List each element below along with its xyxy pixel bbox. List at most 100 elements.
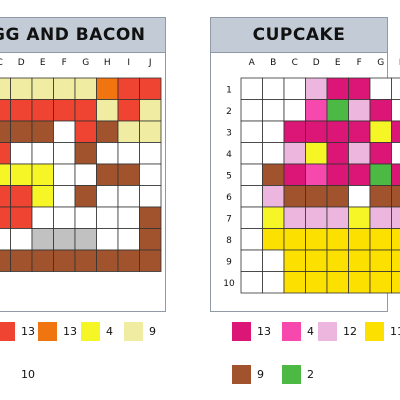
grid-cell[interactable] <box>326 142 349 165</box>
grid-cell[interactable] <box>53 163 76 186</box>
grid-cell[interactable] <box>10 249 33 272</box>
grid-cell[interactable] <box>283 120 306 143</box>
grid-cell[interactable] <box>391 185 400 208</box>
grid-cell[interactable] <box>53 142 76 165</box>
grid-cell[interactable] <box>139 206 162 229</box>
grid-cell[interactable] <box>96 120 119 143</box>
grid-cell[interactable] <box>283 99 306 122</box>
grid-cell[interactable] <box>53 249 76 272</box>
grid-cell[interactable] <box>96 185 119 208</box>
grid-cell[interactable] <box>139 228 162 251</box>
grid-cell[interactable] <box>10 185 33 208</box>
grid-cell[interactable] <box>305 163 328 186</box>
grid-cell[interactable] <box>240 228 263 251</box>
grid-cell[interactable] <box>240 163 263 186</box>
grid-cell[interactable] <box>326 185 349 208</box>
grid-cell[interactable] <box>96 77 119 100</box>
grid-cell[interactable] <box>348 185 371 208</box>
grid-cell[interactable] <box>240 99 263 122</box>
grid-cell[interactable] <box>369 99 392 122</box>
grid-cell[interactable] <box>117 142 140 165</box>
grid-cell[interactable] <box>74 77 97 100</box>
grid-cell[interactable] <box>348 99 371 122</box>
grid-cell[interactable] <box>262 185 285 208</box>
grid-cell[interactable] <box>391 99 400 122</box>
grid-cell[interactable] <box>0 99 11 122</box>
grid-cell[interactable] <box>262 163 285 186</box>
grid-cell[interactable] <box>305 206 328 229</box>
grid-cell[interactable] <box>74 120 97 143</box>
grid-cell[interactable] <box>74 99 97 122</box>
grid-cell[interactable] <box>139 185 162 208</box>
grid-cell[interactable] <box>31 142 54 165</box>
grid-cell[interactable] <box>240 185 263 208</box>
grid-cell[interactable] <box>348 120 371 143</box>
grid-cell[interactable] <box>369 120 392 143</box>
grid-cell[interactable] <box>139 77 162 100</box>
grid-cell[interactable] <box>0 185 11 208</box>
grid-cell[interactable] <box>139 163 162 186</box>
grid-cell[interactable] <box>326 120 349 143</box>
grid-cell[interactable] <box>348 142 371 165</box>
grid-cell[interactable] <box>96 249 119 272</box>
grid-cell[interactable] <box>74 185 97 208</box>
grid-cell[interactable] <box>139 99 162 122</box>
grid-cell[interactable] <box>0 77 11 100</box>
grid-cell[interactable] <box>305 185 328 208</box>
grid-cell[interactable] <box>10 120 33 143</box>
grid-cell[interactable] <box>10 142 33 165</box>
grid-cell[interactable] <box>305 77 328 100</box>
grid-cell[interactable] <box>262 228 285 251</box>
grid-cell[interactable] <box>391 206 400 229</box>
grid-cell[interactable] <box>10 99 33 122</box>
grid-cell[interactable] <box>240 120 263 143</box>
grid-cell[interactable] <box>326 77 349 100</box>
grid-cell[interactable] <box>10 206 33 229</box>
grid-cell[interactable] <box>369 271 392 294</box>
grid-cell[interactable] <box>391 77 400 100</box>
grid-cell[interactable] <box>283 185 306 208</box>
grid-cell[interactable] <box>283 163 306 186</box>
grid-cell[interactable] <box>117 228 140 251</box>
grid-cell[interactable] <box>369 228 392 251</box>
grid-cell[interactable] <box>262 99 285 122</box>
grid-cell[interactable] <box>326 249 349 272</box>
grid-cell[interactable] <box>0 228 11 251</box>
grid-cell[interactable] <box>305 99 328 122</box>
grid-cell[interactable] <box>96 206 119 229</box>
grid-cell[interactable] <box>348 249 371 272</box>
grid-cell[interactable] <box>369 185 392 208</box>
grid-cell[interactable] <box>369 206 392 229</box>
grid-cell[interactable] <box>262 77 285 100</box>
grid-cell[interactable] <box>117 185 140 208</box>
grid-cell[interactable] <box>31 228 54 251</box>
grid-cell[interactable] <box>139 120 162 143</box>
grid-cell[interactable] <box>0 120 11 143</box>
grid-cell[interactable] <box>348 206 371 229</box>
grid-cell[interactable] <box>326 206 349 229</box>
grid-cell[interactable] <box>117 99 140 122</box>
grid-cell[interactable] <box>10 163 33 186</box>
grid-cell[interactable] <box>74 249 97 272</box>
grid-cell[interactable] <box>305 249 328 272</box>
grid-cell[interactable] <box>348 77 371 100</box>
grid-cell[interactable] <box>262 120 285 143</box>
grid-cell[interactable] <box>240 271 263 294</box>
grid-cell[interactable] <box>117 206 140 229</box>
grid-cell[interactable] <box>240 206 263 229</box>
grid-cell[interactable] <box>96 142 119 165</box>
grid-cell[interactable] <box>326 228 349 251</box>
grid-cell[interactable] <box>348 163 371 186</box>
grid-cell[interactable] <box>391 163 400 186</box>
grid-cell[interactable] <box>31 77 54 100</box>
grid-cell[interactable] <box>326 271 349 294</box>
grid-cell[interactable] <box>53 185 76 208</box>
grid-cell[interactable] <box>139 249 162 272</box>
grid-cell[interactable] <box>283 271 306 294</box>
grid-cell[interactable] <box>53 77 76 100</box>
grid-cell[interactable] <box>74 228 97 251</box>
grid-cell[interactable] <box>31 120 54 143</box>
grid-cell[interactable] <box>283 206 306 229</box>
grid-cell[interactable] <box>369 249 392 272</box>
grid-cell[interactable] <box>96 99 119 122</box>
